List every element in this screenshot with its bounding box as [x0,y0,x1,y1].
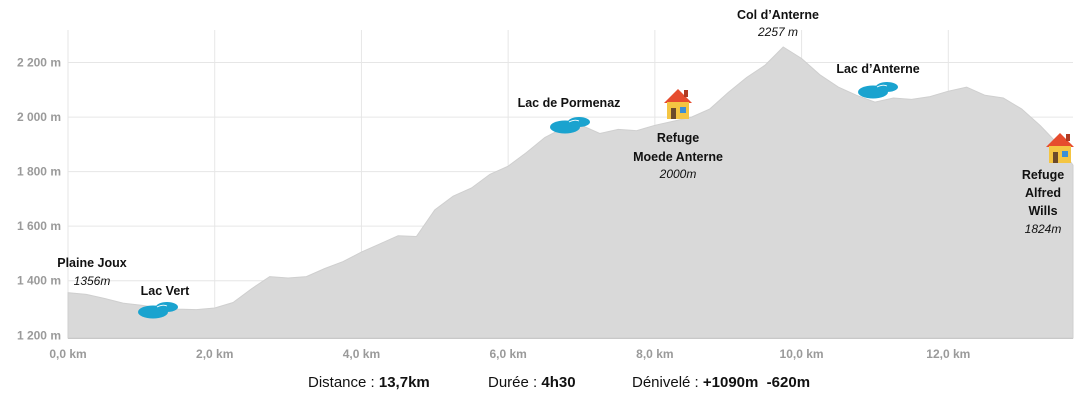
x-tick-label: 10,0 km [780,347,824,361]
waypoint-label-lac-anterne: Lac d’Anterne [836,62,919,76]
y-tick-label: 1 400 m [17,274,61,288]
duration-label: Durée : [488,374,542,391]
x-tick-label: 2,0 km [196,347,233,361]
waypoint-label-refuge-wills-3: Wills [1028,204,1057,218]
house-icon [664,89,692,119]
elevation-gain-stat: Dénivelé : +1090m -620m [632,374,810,391]
elevation-profile-area [67,46,1074,339]
duration-value: 4h30 [541,374,576,391]
lake-icon [858,82,898,99]
waypoint-label-refuge-moede-1: Refuge [657,131,699,145]
waypoint-label-refuge-wills-2: Alfred [1025,186,1061,200]
waypoint-label-refuge-wills-1: Refuge [1022,168,1064,182]
waypoint-label-plaine-joux: Plaine Joux [57,256,127,270]
waypoint-altitude-refuge-wills: 1824m [1025,222,1062,236]
waypoint-altitude-plaine-joux: 1356m [74,274,111,288]
waypoint-label-lac-pormenaz: Lac de Pormenaz [518,96,621,110]
x-tick-label: 4,0 km [343,347,380,361]
waypoint-label-lac-vert: Lac Vert [141,284,190,298]
y-tick-label: 2 200 m [17,56,61,70]
waypoint-label-col-anterne: Col d’Anterne [737,8,819,22]
elevation-value: +1090m -620m [702,374,811,391]
elevation-label: Dénivelé : [632,374,703,391]
x-tick-label: 0,0 km [49,347,86,361]
house-icon [1046,133,1074,163]
lake-icon [550,117,590,134]
duration-stat: Durée : 4h30 [488,374,576,391]
elevation-profile-chart: 0,0 km 2,0 km 4,0 km 6,0 km 8,0 km 10,0 km 12,… [17,8,1074,361]
y-tick-label: 2 000 m [17,110,61,124]
distance-stat: Distance : 13,7km [308,374,430,391]
x-tick-label: 6,0 km [489,347,526,361]
waypoint-altitude-col-anterne: 2257 m [757,25,798,39]
y-tick-label: 1 800 m [17,165,61,179]
y-tick-label: 1 600 m [17,219,61,233]
x-tick-label: 12,0 km [926,347,970,361]
x-axis-ticks: 0,0 km 2,0 km 4,0 km 6,0 km 8,0 km 10,0 km 12,… [49,347,970,361]
distance-label: Distance : [308,374,379,391]
distance-value: 13,7km [378,374,430,391]
lake-icon [138,302,178,319]
waypoint-label-refuge-moede-2: Moede Anterne [633,150,723,164]
y-tick-label: 1 200 m [17,328,61,342]
x-tick-label: 8,0 km [636,347,673,361]
waypoint-altitude-refuge-moede: 2000m [659,167,697,181]
trail-stats: Distance : 13,7km Durée : 4h30 Dénivelé … [0,374,1080,398]
y-axis-ticks: 1 200 m 1 400 m 1 600 m 1 800 m 2 000 m 2 200… [17,56,61,343]
